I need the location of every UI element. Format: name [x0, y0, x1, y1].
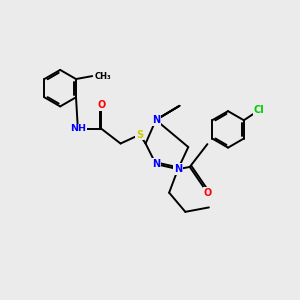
Text: Cl: Cl: [254, 105, 264, 115]
Text: O: O: [97, 100, 106, 110]
Text: O: O: [203, 188, 211, 198]
Text: S: S: [136, 130, 143, 140]
Text: CH₃: CH₃: [94, 72, 111, 81]
Text: N: N: [152, 159, 160, 169]
Text: N: N: [174, 164, 182, 174]
Text: N: N: [174, 164, 182, 174]
Text: NH: NH: [70, 124, 86, 133]
Text: N: N: [152, 115, 160, 125]
